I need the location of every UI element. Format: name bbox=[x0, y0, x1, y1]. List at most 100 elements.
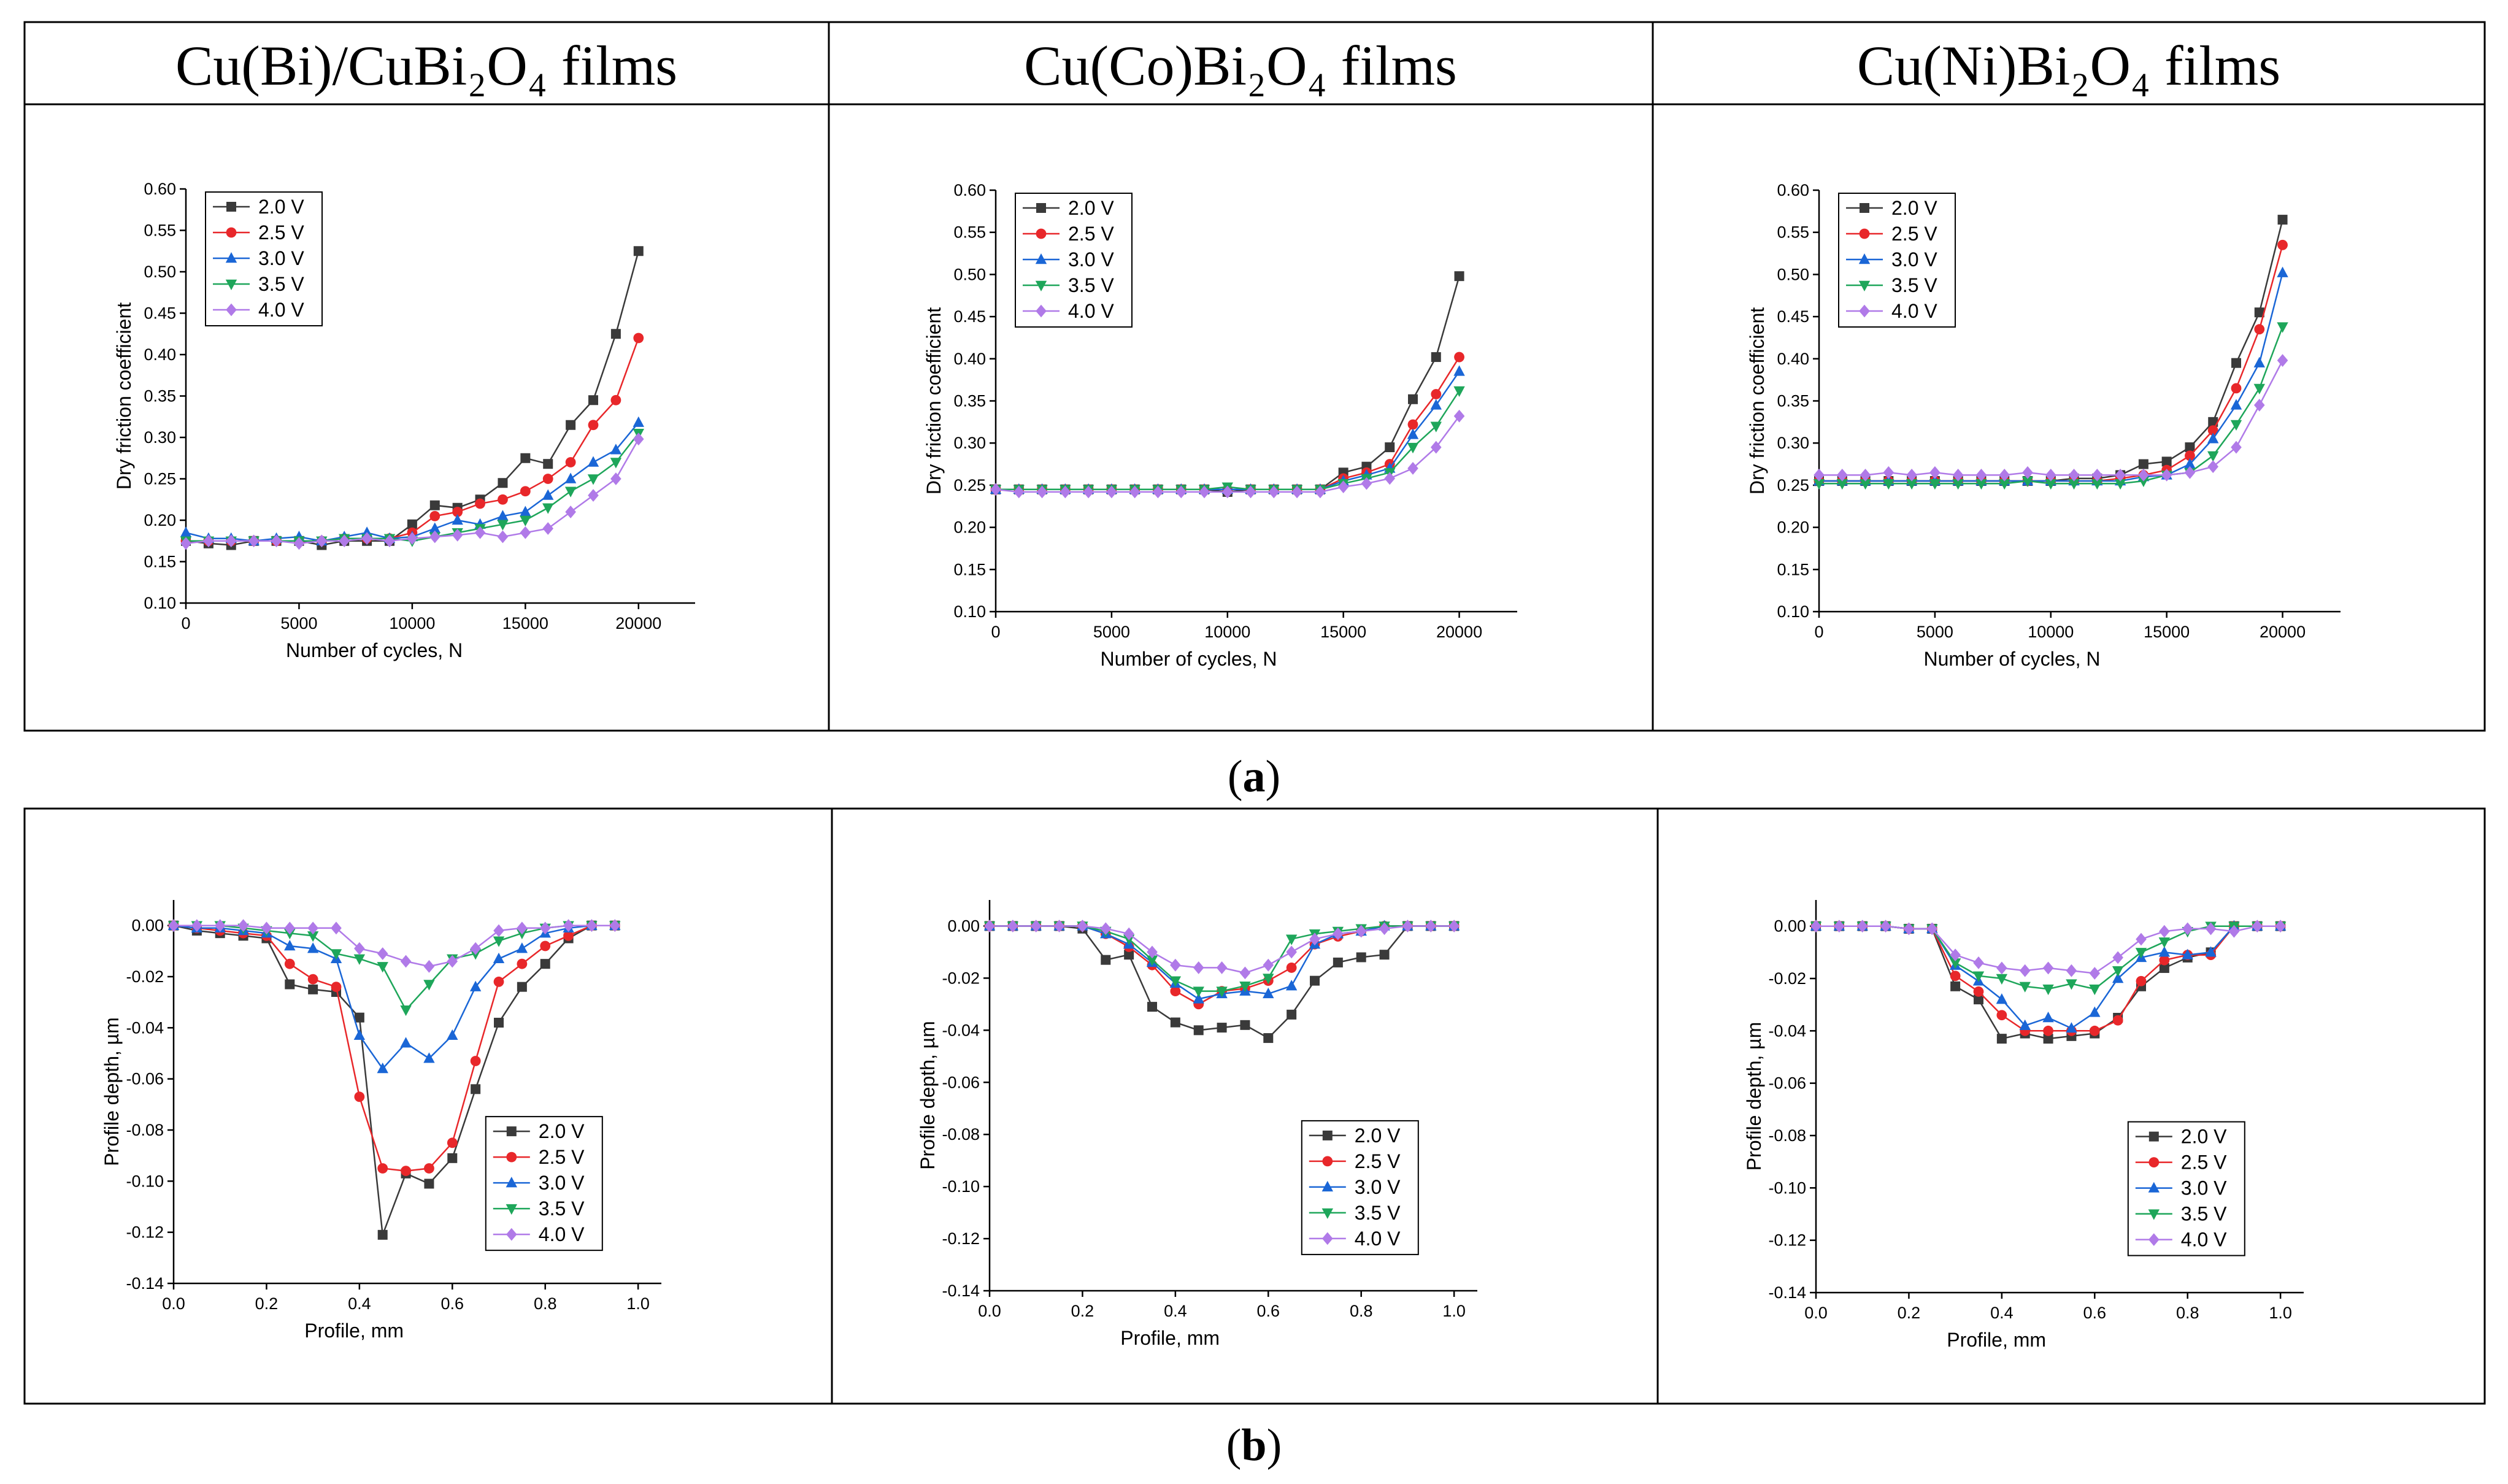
x-tick-label: 0.8 bbox=[1350, 1302, 1373, 1320]
data-point bbox=[2277, 239, 2288, 250]
legend-label: 2.5 V bbox=[1068, 223, 1114, 245]
data-point bbox=[1221, 485, 1233, 499]
y-tick-label: 0.50 bbox=[144, 263, 176, 281]
x-tick-label: 0.8 bbox=[2176, 1304, 2199, 1322]
data-point bbox=[1430, 440, 1442, 454]
data-point bbox=[1263, 958, 1274, 972]
legend-marker bbox=[1859, 228, 1870, 239]
y-tick-label: 0.50 bbox=[1777, 265, 1809, 283]
data-point bbox=[1146, 955, 1158, 966]
y-tick-label: -0.14 bbox=[1768, 1283, 1806, 1302]
data-point bbox=[1996, 961, 2007, 975]
x-tick-label: 15000 bbox=[1320, 623, 1366, 641]
data-point bbox=[564, 486, 577, 498]
data-point bbox=[354, 1012, 364, 1023]
data-point bbox=[284, 958, 295, 969]
legend-marker bbox=[1322, 1232, 1333, 1245]
data-point bbox=[180, 537, 191, 550]
data-point bbox=[520, 526, 531, 539]
data-point bbox=[2089, 967, 2101, 980]
legend-marker bbox=[225, 279, 237, 290]
legend-marker bbox=[506, 1177, 517, 1188]
data-point bbox=[1836, 479, 1848, 490]
data-point bbox=[307, 974, 318, 985]
x-axis-label: Number of cycles, N bbox=[1923, 648, 2100, 670]
data-point bbox=[1285, 934, 1298, 945]
data-point bbox=[447, 1137, 458, 1148]
y-tick-label: 0.40 bbox=[144, 345, 176, 364]
data-point bbox=[1385, 442, 1395, 453]
data-point bbox=[1952, 469, 1964, 482]
x-tick-label: 0.0 bbox=[162, 1294, 185, 1313]
data-point bbox=[2042, 961, 2054, 975]
data-point bbox=[2042, 984, 2054, 996]
data-point bbox=[2021, 476, 2034, 488]
x-tick-label: 20000 bbox=[1436, 623, 1482, 641]
data-point bbox=[1950, 981, 1961, 991]
legend-marker bbox=[1036, 228, 1047, 239]
y-axis-label: Profile depth, µm bbox=[101, 1017, 123, 1166]
data-point bbox=[1407, 428, 1419, 439]
data-point bbox=[1077, 920, 1088, 932]
data-point bbox=[2231, 440, 2242, 454]
legend-label: 4.0 V bbox=[1891, 300, 1937, 322]
x-tick-label: 5000 bbox=[1917, 623, 1953, 641]
y-tick-label: -0.14 bbox=[126, 1274, 164, 1293]
y-tick-label: 0.60 bbox=[144, 180, 176, 198]
data-point bbox=[1169, 976, 1182, 987]
data-point bbox=[2045, 469, 2056, 482]
y-tick-label: -0.04 bbox=[1768, 1021, 1806, 1040]
data-point bbox=[2089, 1006, 2101, 1017]
y-tick-label: -0.02 bbox=[942, 969, 980, 987]
data-point bbox=[493, 952, 505, 964]
data-point bbox=[1430, 399, 1442, 410]
data-point bbox=[353, 954, 366, 965]
legend-marker bbox=[226, 202, 236, 212]
data-point bbox=[1053, 920, 1065, 932]
data-point bbox=[2112, 1015, 2123, 1026]
legend-label: 3.0 V bbox=[2181, 1177, 2227, 1199]
legend-marker bbox=[1035, 253, 1047, 264]
legend-label: 2.0 V bbox=[539, 1120, 585, 1142]
data-point bbox=[1454, 271, 1464, 282]
data-point bbox=[1239, 966, 1251, 980]
data-point bbox=[384, 534, 395, 548]
data-point bbox=[1883, 479, 1894, 490]
data-point bbox=[1101, 955, 1111, 965]
table-b-grid bbox=[23, 807, 2486, 1405]
caption-b-letter: b bbox=[1241, 1420, 1266, 1471]
data-point bbox=[1361, 477, 1372, 490]
y-tick-label: -0.10 bbox=[942, 1177, 980, 1196]
data-point bbox=[1333, 957, 1343, 967]
data-point bbox=[2022, 466, 2033, 479]
data-point bbox=[2019, 982, 2031, 993]
data-point bbox=[563, 930, 574, 941]
legend-label: 2.0 V bbox=[1068, 197, 1114, 219]
series-3-0-v bbox=[990, 365, 1465, 494]
y-axis-label: Profile depth, µm bbox=[1743, 1022, 1765, 1171]
data-point bbox=[331, 982, 342, 993]
y-tick-label: -0.10 bbox=[126, 1172, 164, 1190]
data-point bbox=[633, 433, 644, 446]
data-point bbox=[1170, 958, 1181, 972]
x-tick-label: 10000 bbox=[389, 614, 435, 632]
series-3-5-v bbox=[1810, 921, 2287, 996]
data-point bbox=[2159, 925, 2170, 938]
data-point bbox=[1407, 419, 1418, 430]
data-point bbox=[2112, 972, 2124, 983]
series-4-0-v bbox=[168, 919, 621, 973]
data-point bbox=[543, 459, 553, 469]
legend-label: 3.5 V bbox=[1891, 274, 1937, 296]
x-tick-label: 10000 bbox=[1204, 623, 1250, 641]
data-point bbox=[1974, 994, 1983, 1005]
data-point bbox=[447, 955, 458, 968]
data-point bbox=[1124, 950, 1134, 960]
data-point bbox=[2277, 215, 2288, 225]
data-point bbox=[2252, 920, 2263, 933]
data-point bbox=[494, 1018, 504, 1028]
data-point bbox=[2089, 1025, 2100, 1036]
y-tick-label: 0.00 bbox=[131, 917, 164, 935]
y-tick-label: -0.14 bbox=[942, 1282, 980, 1300]
y-tick-label: 0.55 bbox=[1777, 223, 1809, 242]
data-point bbox=[610, 458, 622, 469]
